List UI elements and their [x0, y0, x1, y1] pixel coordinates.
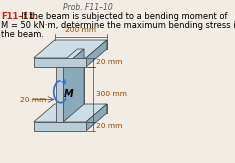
Text: 20 mm: 20 mm: [96, 124, 122, 129]
Polygon shape: [34, 122, 86, 131]
Polygon shape: [56, 49, 84, 67]
Polygon shape: [56, 67, 63, 122]
Polygon shape: [77, 49, 84, 104]
Text: If the beam is subjected to a bending moment of: If the beam is subjected to a bending mo…: [16, 12, 227, 21]
Text: M: M: [63, 89, 73, 99]
Text: the beam.: the beam.: [1, 30, 44, 39]
Polygon shape: [86, 40, 107, 67]
Text: Prob. F11–10: Prob. F11–10: [63, 3, 112, 12]
Text: 200 mm: 200 mm: [65, 27, 96, 33]
Text: 300 mm: 300 mm: [96, 91, 127, 97]
Text: F11–11.: F11–11.: [1, 12, 38, 21]
Text: 20 mm: 20 mm: [96, 59, 122, 66]
Polygon shape: [63, 49, 84, 122]
Polygon shape: [86, 104, 107, 131]
Text: 20 mm: 20 mm: [20, 96, 47, 103]
Text: M = 50 kN·m, determine the maximum bending stress in: M = 50 kN·m, determine the maximum bendi…: [1, 21, 235, 30]
Polygon shape: [55, 104, 107, 113]
Polygon shape: [55, 40, 107, 49]
Polygon shape: [34, 58, 86, 67]
Polygon shape: [34, 40, 107, 58]
Polygon shape: [34, 104, 107, 122]
